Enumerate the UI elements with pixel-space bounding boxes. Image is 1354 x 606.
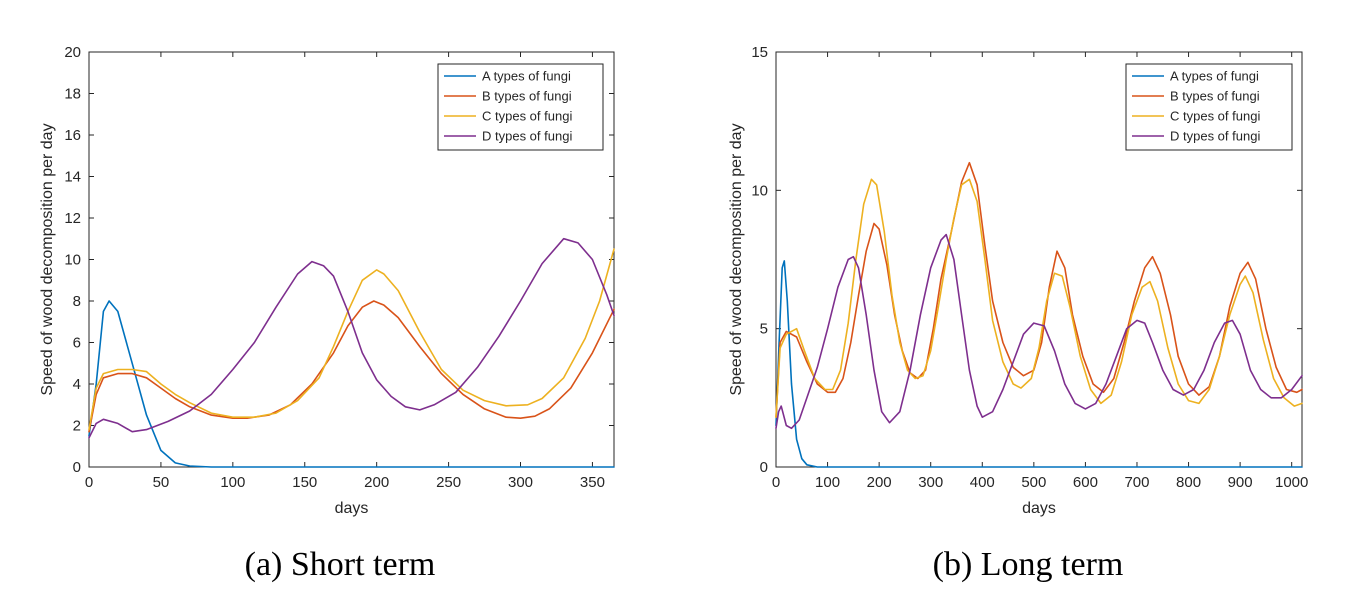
y-tick-label: 20 [64, 44, 81, 61]
x-tick-label: 300 [508, 474, 533, 491]
legend-entry: B types of fungi [482, 89, 572, 104]
y-tick-label: 16 [64, 127, 81, 144]
x-tick-label: 200 [364, 474, 389, 491]
legend-entry: D types of fungi [482, 129, 572, 144]
x-tick-label: 100 [815, 474, 840, 491]
panel-short-term: 0 50 100 150 200 250 300 350 0 2 4 6 8 10 12 14 16 18 20 da… [39, 44, 615, 583]
x-tick-label: 100 [220, 474, 245, 491]
x-tick-label: 200 [867, 474, 892, 491]
series-line-a [775, 260, 1303, 468]
y-tick-label: 5 [760, 321, 768, 338]
x-tick-label: 800 [1176, 474, 1201, 491]
y-tick-label: 0 [760, 459, 768, 476]
y-tick-label: 14 [64, 169, 81, 186]
legend-entry: B types of fungi [1170, 89, 1260, 104]
y-tick-label: 10 [751, 182, 768, 199]
series-line-a [88, 300, 615, 468]
y-tick-label: 18 [64, 86, 81, 103]
series-line-c [775, 178, 1303, 418]
x-tick-label: 50 [153, 474, 170, 491]
x-tick-label: 500 [1021, 474, 1046, 491]
legend-entry: A types of fungi [1170, 69, 1259, 84]
panel-long-term: 0 100 200 300 400 500 600 700 800 900 1000 0 5 10 15 da… [728, 44, 1308, 583]
x-tick-label: 0 [772, 474, 780, 491]
legend-entry: A types of fungi [482, 69, 571, 84]
series-line-d [775, 233, 1303, 430]
y-tick-label: 8 [73, 293, 81, 310]
y-axis-label: Speed of wood decomposition per day [728, 123, 745, 395]
legend-entry: C types of fungi [482, 109, 572, 124]
x-tick-label: 150 [292, 474, 317, 491]
x-tick-label: 250 [436, 474, 461, 491]
x-axis-label: days [1022, 500, 1056, 517]
legend-entry: D types of fungi [1170, 129, 1260, 144]
y-tick-label: 4 [73, 376, 81, 393]
series-line-b [88, 300, 615, 433]
x-tick-label: 900 [1228, 474, 1253, 491]
legend-entry: C types of fungi [1170, 109, 1260, 124]
y-tick-label: 15 [751, 44, 768, 61]
panel-caption: (a) Short term [245, 546, 436, 583]
series-line-c [88, 248, 615, 431]
x-tick-label: 0 [85, 474, 93, 491]
y-axis-label: Speed of wood decomposition per day [39, 123, 56, 395]
y-tick-label: 12 [64, 210, 81, 227]
series-line-b [775, 161, 1303, 418]
legend: A types of fungi B types of fungi C types … [437, 63, 604, 151]
y-tick-label: 0 [73, 459, 81, 476]
y-tick-label: 2 [73, 418, 81, 435]
x-tick-label: 300 [918, 474, 943, 491]
y-tick-label: 6 [73, 335, 81, 352]
x-tick-label: 350 [580, 474, 605, 491]
x-tick-label: 400 [970, 474, 995, 491]
y-tick-label: 10 [64, 252, 81, 269]
x-axis-label: days [335, 500, 369, 517]
series-line-d [88, 237, 615, 439]
x-tick-label: 600 [1073, 474, 1098, 491]
legend: A types of fungi B types of fungi C types … [1125, 63, 1293, 151]
x-tick-label: 700 [1124, 474, 1149, 491]
panel-caption: (b) Long term [933, 546, 1124, 583]
x-tick-label: 1000 [1275, 474, 1308, 491]
